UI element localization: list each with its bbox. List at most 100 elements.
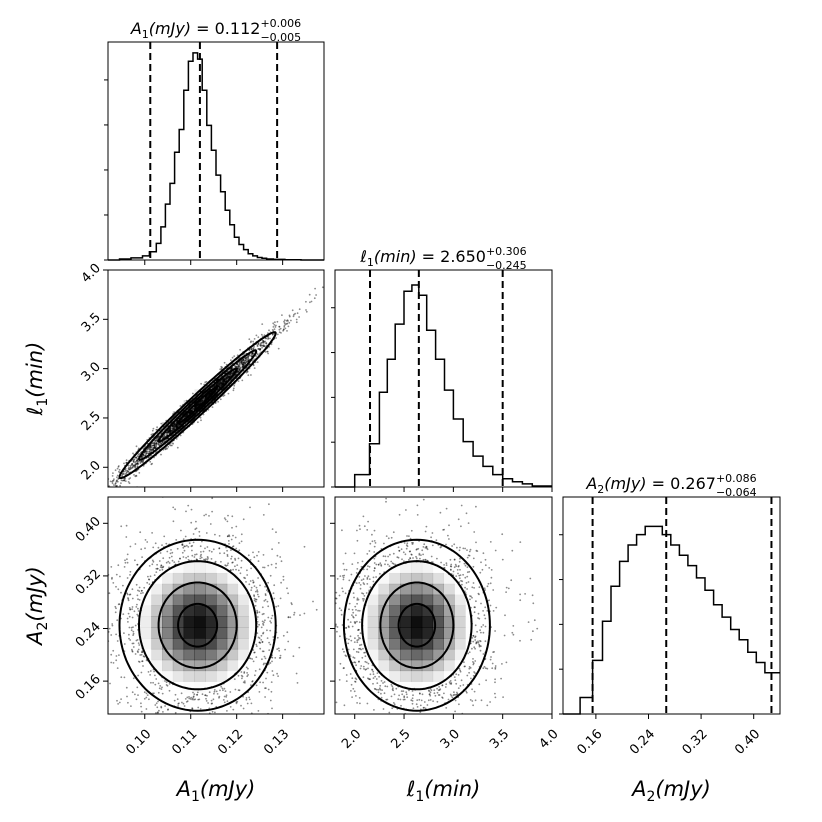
sample-point — [410, 553, 413, 556]
sample-point — [238, 542, 241, 544]
density-cell — [421, 616, 434, 628]
sample-point — [194, 698, 197, 701]
density-cell — [183, 659, 195, 672]
sample-point — [225, 378, 227, 380]
sample-point — [427, 699, 430, 702]
sample-point — [204, 397, 207, 399]
sample-point — [379, 717, 381, 719]
sample-point — [136, 458, 139, 461]
sample-point — [266, 600, 269, 603]
sample-point — [124, 473, 126, 475]
sample-point — [358, 697, 361, 699]
sample-point — [101, 493, 103, 495]
density-cell — [389, 627, 401, 639]
density-cell — [183, 616, 195, 628]
density-cell — [226, 605, 239, 617]
sample-point — [450, 683, 453, 685]
sample-point — [387, 555, 389, 558]
sample-point — [161, 544, 163, 546]
sample-point — [339, 662, 342, 665]
sample-point — [201, 399, 204, 401]
density-cell — [389, 583, 401, 596]
sample-point — [441, 684, 444, 687]
sample-point — [136, 460, 139, 463]
sample-point — [453, 693, 456, 696]
sample-point — [120, 482, 122, 484]
sample-point — [171, 428, 174, 430]
sample-point — [295, 321, 298, 324]
sample-point — [199, 545, 202, 548]
sample-point — [415, 703, 418, 706]
sample-point — [136, 455, 139, 457]
sample-point — [382, 708, 385, 710]
sample-point — [478, 643, 480, 646]
sample-point — [247, 355, 249, 358]
sample-point — [490, 569, 493, 571]
sample-point — [168, 683, 171, 685]
sample-point — [275, 531, 277, 534]
density-cell — [194, 562, 206, 574]
sample-point — [102, 692, 104, 694]
sample-point — [483, 587, 486, 590]
sample-point — [252, 352, 255, 355]
sample-point — [303, 545, 306, 548]
density-cell — [400, 594, 412, 606]
sample-point — [243, 680, 246, 682]
sample-point — [243, 361, 246, 364]
sample-point — [66, 664, 68, 666]
sample-point — [512, 625, 515, 627]
sample-point — [358, 621, 361, 624]
sample-point — [201, 540, 203, 543]
sample-point — [257, 353, 259, 356]
sample-point — [269, 620, 272, 623]
sample-point — [131, 588, 134, 591]
sample-point — [136, 462, 139, 464]
sample-point — [371, 669, 374, 671]
sample-point — [192, 695, 195, 698]
sample-point — [125, 459, 128, 462]
sample-point — [266, 637, 269, 639]
density-cell — [183, 670, 195, 682]
sample-point — [466, 566, 469, 569]
sample-point — [249, 341, 252, 344]
sample-point — [223, 701, 226, 704]
sample-point — [416, 548, 418, 551]
sample-point — [168, 430, 171, 432]
sample-point — [120, 676, 123, 679]
sample-point — [472, 661, 474, 663]
sample-point — [255, 645, 258, 647]
sample-point — [271, 333, 274, 336]
sample-point — [472, 662, 475, 665]
sample-point — [129, 724, 131, 726]
sample-point — [275, 562, 277, 565]
sample-point — [277, 647, 280, 650]
sample-point — [155, 442, 158, 445]
sample-point — [252, 364, 255, 367]
sample-point — [270, 690, 273, 693]
sample-point — [241, 675, 244, 678]
sample-point — [115, 492, 117, 494]
sample-point — [126, 561, 129, 564]
sample-point — [151, 444, 154, 447]
sample-point — [154, 674, 156, 677]
density-cell — [237, 605, 249, 617]
sample-point — [130, 626, 133, 629]
sample-point — [160, 706, 163, 709]
sample-point — [288, 731, 290, 733]
sample-point — [268, 329, 270, 332]
sample-point — [343, 574, 346, 577]
density-cell — [140, 627, 152, 639]
sample-point — [288, 315, 291, 318]
density-cell — [421, 562, 434, 574]
sample-point — [262, 663, 265, 666]
sample-point — [454, 710, 456, 713]
sample-point — [424, 546, 427, 549]
sample-point — [137, 453, 140, 456]
sample-point — [270, 681, 273, 683]
sample-point — [226, 535, 229, 538]
sample-point — [224, 690, 227, 692]
sample-point — [111, 480, 113, 483]
sample-point — [136, 650, 139, 653]
sample-point — [321, 286, 324, 289]
sample-point — [135, 457, 138, 459]
